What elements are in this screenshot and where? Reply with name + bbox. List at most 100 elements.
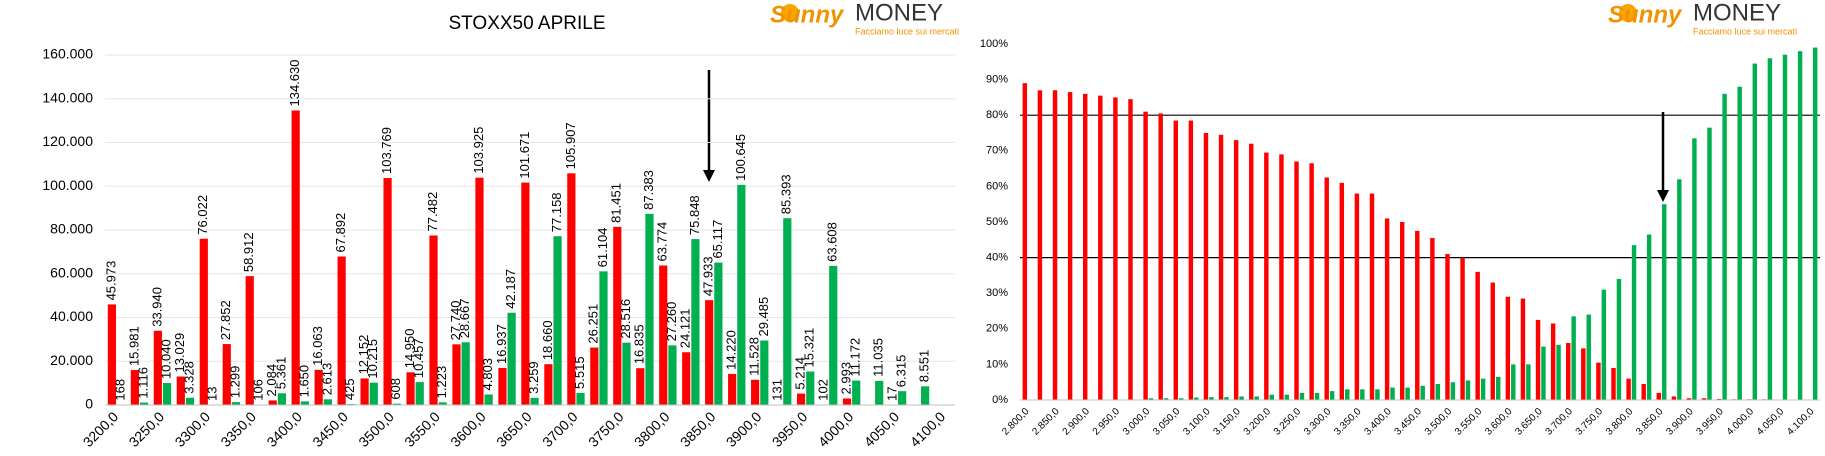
bar <box>107 304 116 405</box>
logo: Sunny MONEY Facciamo luce sui mercati <box>770 0 959 36</box>
bar <box>1314 392 1320 400</box>
bar <box>383 178 392 405</box>
bar <box>1375 389 1380 400</box>
bar <box>231 402 241 405</box>
bar <box>1384 218 1390 400</box>
bar <box>1360 389 1365 400</box>
data-label: 2.993 <box>838 362 853 395</box>
bar <box>268 400 277 405</box>
bar <box>1737 86 1742 400</box>
bar <box>245 276 254 405</box>
bar <box>139 402 149 405</box>
bar <box>1550 323 1556 400</box>
bar <box>1752 63 1758 400</box>
bar <box>553 236 562 405</box>
data-label: 425 <box>342 378 357 400</box>
data-label: 2.613 <box>319 363 334 396</box>
bar <box>530 397 539 405</box>
arrow-head <box>703 170 715 182</box>
data-label: 24.121 <box>678 308 693 348</box>
bar <box>1037 90 1043 400</box>
bar <box>1345 389 1350 400</box>
bar <box>1369 193 1375 400</box>
bar <box>1143 111 1148 400</box>
bar <box>1541 346 1546 400</box>
y-tick-label: 40% <box>986 252 1008 264</box>
bar <box>1405 387 1410 400</box>
bar <box>1188 120 1194 400</box>
bar <box>1460 257 1465 400</box>
bar <box>705 300 714 405</box>
bar <box>1707 127 1712 400</box>
data-label: 33.940 <box>149 287 164 327</box>
bar <box>898 391 907 405</box>
bar <box>1209 397 1214 400</box>
bar <box>1495 376 1501 400</box>
y-tick-label: 0 <box>85 396 93 412</box>
bar <box>199 238 208 405</box>
bar <box>1415 230 1420 400</box>
bar <box>300 401 309 405</box>
bar <box>1329 391 1335 400</box>
bar <box>1420 385 1425 400</box>
data-label: 102 <box>815 379 830 401</box>
bar <box>484 394 493 405</box>
data-label: 14.950 <box>402 329 417 369</box>
data-label: 28.667 <box>457 299 472 339</box>
data-label: 1.223 <box>434 366 449 399</box>
data-label: 63.774 <box>655 222 670 262</box>
bar <box>1616 278 1622 400</box>
data-label: 14.220 <box>724 330 739 370</box>
data-label: 131 <box>770 379 785 401</box>
data-label: 58.912 <box>241 232 256 272</box>
data-label: 134.630 <box>287 59 302 106</box>
bar <box>590 347 599 405</box>
bar <box>415 382 424 405</box>
data-label: 27.260 <box>664 302 679 342</box>
bar <box>1556 344 1561 400</box>
data-label: 67.892 <box>333 213 348 253</box>
data-label: 16.835 <box>632 324 647 364</box>
data-label: 106 <box>250 379 265 401</box>
bar <box>1098 95 1103 401</box>
arrow <box>1657 112 1669 202</box>
bar <box>1218 134 1224 400</box>
data-label: 8.551 <box>917 350 932 383</box>
data-label: 10.457 <box>411 338 426 378</box>
data-label: 63.608 <box>825 222 840 262</box>
bar <box>1339 182 1345 400</box>
bar <box>751 379 760 405</box>
data-label: 45.973 <box>103 261 118 301</box>
bar <box>1596 362 1601 400</box>
bar <box>1324 177 1329 400</box>
y-tick-label: 40.000 <box>50 308 93 324</box>
logo-name: Sunny <box>1608 1 1683 28</box>
bar <box>130 370 139 405</box>
y-tick-label: 20% <box>986 323 1008 335</box>
data-label: 15.981 <box>126 326 141 366</box>
y-tick-label: 90% <box>986 74 1008 86</box>
bar <box>1475 271 1480 400</box>
bar <box>659 265 668 405</box>
bar <box>613 226 622 405</box>
bar <box>1662 204 1667 400</box>
y-tick-label: 20.000 <box>50 352 93 368</box>
data-label: 13.029 <box>172 333 187 373</box>
bar <box>737 184 746 405</box>
data-label: 168 <box>113 379 128 401</box>
bar <box>1450 382 1456 400</box>
bar <box>806 371 815 405</box>
bar <box>1465 380 1471 400</box>
logo-tagline: Facciamo luce sui mercati <box>855 26 959 36</box>
bar <box>1067 92 1073 400</box>
y-tick-label: 160.000 <box>42 46 93 62</box>
bar <box>1526 364 1531 400</box>
bar <box>1677 179 1682 400</box>
data-label: 15.321 <box>802 328 817 368</box>
data-label: 10.040 <box>158 339 173 379</box>
bar <box>429 235 438 405</box>
bar <box>1178 398 1184 400</box>
bar <box>360 378 369 405</box>
y-tick-label: 50% <box>986 216 1008 228</box>
